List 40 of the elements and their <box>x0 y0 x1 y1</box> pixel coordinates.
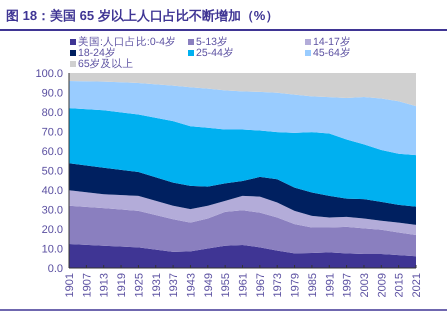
x-tick-label: 1931 <box>150 273 163 298</box>
y-tick-label: 90.0 <box>42 88 63 100</box>
x-tick-label: 1955 <box>220 273 232 298</box>
x-tick-label: 1961 <box>238 273 250 298</box>
y-tick-label: 80.0 <box>42 107 63 119</box>
legend-label: 65岁及以上 <box>78 57 134 70</box>
x-tick-label: 1997 <box>342 273 354 298</box>
x-tick-label: 1925 <box>133 273 146 298</box>
title: 图 18：美国 65 岁以上人口占比不断增加（%） <box>6 8 278 23</box>
legend-label: 18-24岁 <box>78 47 116 59</box>
x-tick-label: 1967 <box>254 273 267 298</box>
x-tick-label: 2015 <box>394 273 406 298</box>
legend-label: 45-64岁 <box>313 47 351 59</box>
x-tick-label: 1991 <box>324 273 336 298</box>
y-tick-label: 10.0 <box>42 244 63 256</box>
y-tick-label: 100.0 <box>35 68 63 80</box>
x-tick-label: 1943 <box>185 273 198 298</box>
x-tick-label: 1949 <box>202 273 215 298</box>
y-tick-label: 40.0 <box>42 185 63 197</box>
x-tick-label: 1979 <box>290 273 302 298</box>
x-tick-label: 1919 <box>116 273 128 298</box>
x-tick-label: 2003 <box>358 273 371 298</box>
y-tick-label: 50.0 <box>42 166 63 178</box>
legend-label: 14-17岁 <box>313 36 351 48</box>
legend-label: 美国:人口占比:0-4岁 <box>78 35 176 48</box>
y-tick-label: 30.0 <box>42 204 63 216</box>
y-tick-label: 0.0 <box>48 263 63 275</box>
legend-label: 25-44岁 <box>196 47 234 59</box>
y-tick-label: 20.0 <box>42 224 63 236</box>
x-tick-label: 1973 <box>272 273 284 298</box>
legend-label: 5-13岁 <box>196 36 228 48</box>
x-tick-label: 1907 <box>81 273 94 298</box>
y-tick-label: 60.0 <box>42 146 63 158</box>
x-tick-label: 1901 <box>64 273 76 298</box>
x-tick-label: 1913 <box>98 273 111 298</box>
y-tick-label: 70.0 <box>42 126 63 138</box>
x-tick-label: 2021 <box>411 273 423 298</box>
x-tick-label: 2009 <box>376 273 388 298</box>
x-tick-label: 1985 <box>306 273 319 298</box>
x-tick-label: 1937 <box>168 273 180 298</box>
